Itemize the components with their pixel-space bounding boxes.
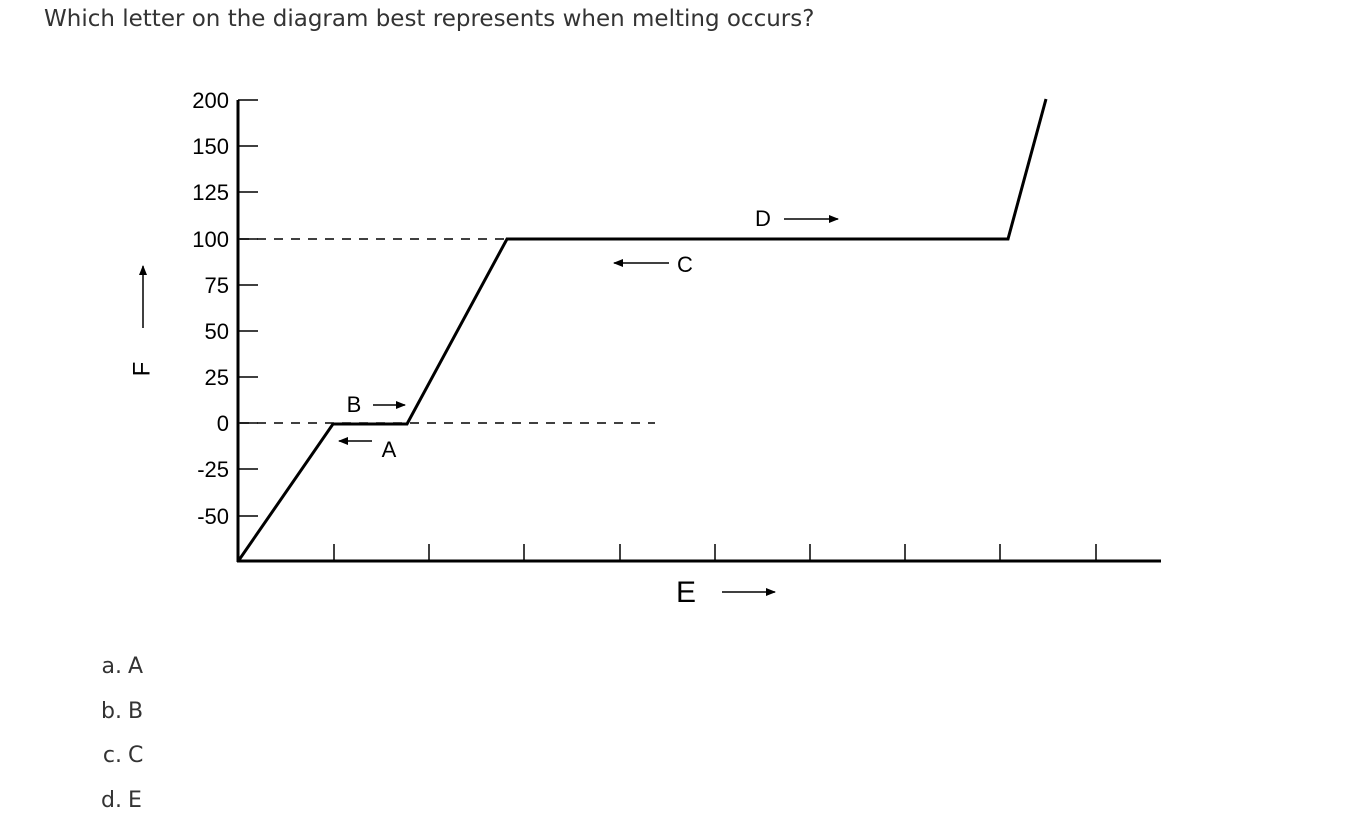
x-axis-ticks — [333, 544, 1097, 561]
option-c-letter: c. — [102, 743, 122, 768]
option-a-letter: a. — [101, 654, 122, 679]
y-tick-label: 200 — [192, 88, 229, 113]
letter-a: A — [382, 437, 397, 462]
heating-curve — [237, 98, 1048, 561]
x-axis-label-group: E — [676, 576, 776, 609]
y-axis-label: F — [128, 362, 155, 377]
y-tick-label: -25 — [197, 457, 229, 482]
letter-b: B — [347, 392, 362, 417]
letter-b-group: B — [347, 392, 406, 417]
y-tick-label: -50 — [197, 504, 229, 529]
y-tick-label: 150 — [192, 134, 229, 159]
option-b[interactable]: b. B — [92, 697, 143, 742]
letter-a-group: A — [338, 437, 397, 462]
option-d-letter: d. — [101, 787, 122, 813]
y-tick-label: 0 — [217, 411, 229, 436]
y-tick-label: 50 — [205, 319, 229, 344]
question-text: Which letter on the diagram best represe… — [44, 6, 815, 32]
answer-options: a. A b. B c. C d. E — [92, 652, 143, 830]
letter-d-group: D — [755, 206, 839, 231]
letter-d: D — [755, 206, 771, 231]
y-axis-label-group: F — [128, 265, 155, 377]
y-tick-label: 75 — [205, 273, 229, 298]
letter-c: C — [677, 252, 693, 277]
option-a-text: A — [128, 654, 144, 679]
option-b-text: B — [128, 698, 144, 724]
option-c[interactable]: c. C — [92, 741, 143, 786]
y-tick-label: 125 — [192, 180, 229, 205]
option-a[interactable]: a. A — [92, 652, 144, 697]
x-axis-label: E — [676, 576, 696, 609]
y-tick-label: 25 — [205, 365, 229, 390]
option-b-letter: b. — [101, 698, 122, 724]
y-axis-ticks: 200 150 125 100 75 50 25 0 -25 -50 — [192, 88, 258, 529]
letter-c-group: C — [613, 252, 693, 277]
y-tick-label: 100 — [192, 227, 229, 252]
option-d-text: E — [128, 787, 142, 813]
option-c-text: C — [128, 743, 144, 768]
option-d[interactable]: d. E — [92, 786, 143, 831]
